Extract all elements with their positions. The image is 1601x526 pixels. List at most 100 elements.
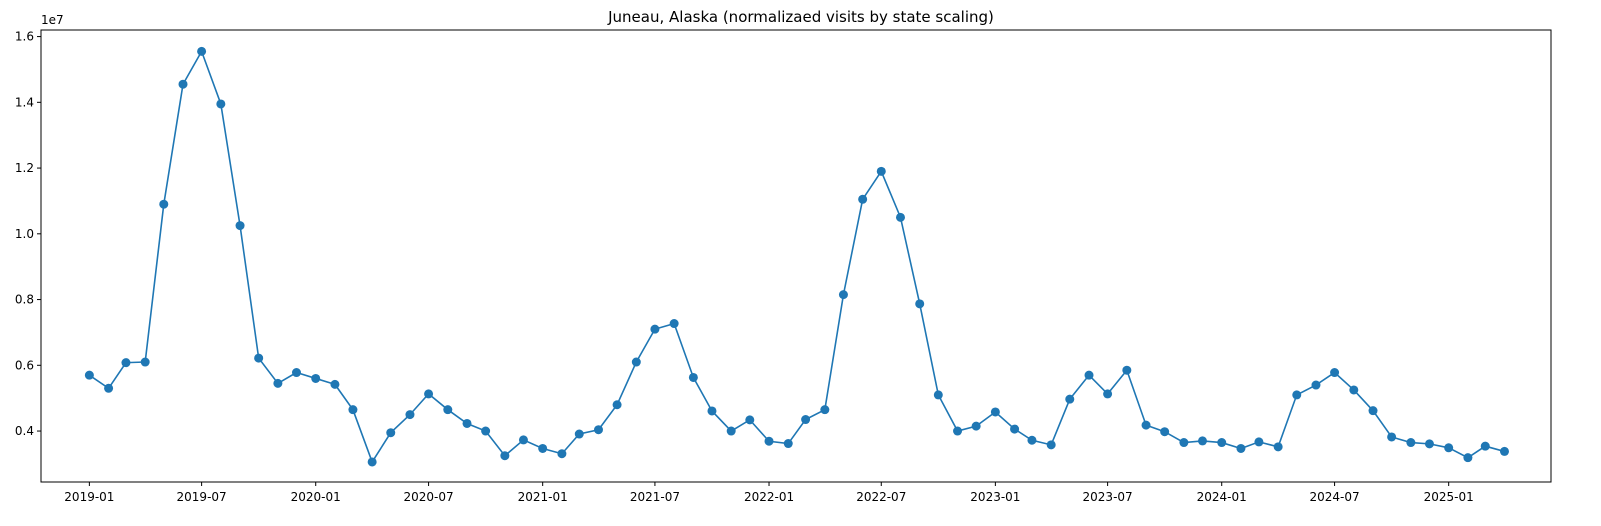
data-point bbox=[1160, 427, 1170, 437]
data-point bbox=[1027, 435, 1037, 445]
series-line bbox=[88, 49, 1505, 464]
data-point bbox=[330, 379, 340, 389]
x-tick-label: 2021-07 bbox=[630, 490, 680, 504]
data-point bbox=[1480, 441, 1490, 451]
data-point bbox=[254, 353, 264, 363]
data-point bbox=[669, 319, 679, 329]
data-point bbox=[178, 79, 188, 89]
data-point bbox=[273, 378, 283, 388]
data-point bbox=[1217, 438, 1227, 448]
data-point bbox=[538, 443, 548, 453]
x-axis: 2019-01 2019-07 2020-01 2020-07 2021-01 2021-… bbox=[64, 482, 1474, 504]
data-point bbox=[1311, 380, 1321, 390]
data-point bbox=[895, 212, 905, 222]
data-point bbox=[971, 421, 981, 431]
x-tick-label: 2025-01 bbox=[1424, 490, 1474, 504]
x-tick-label: 2022-07 bbox=[856, 490, 906, 504]
x-tick-label: 2023-07 bbox=[1083, 490, 1133, 504]
data-point bbox=[518, 435, 528, 445]
plot-frame bbox=[40, 29, 1552, 483]
data-point bbox=[140, 357, 150, 367]
data-point bbox=[783, 439, 793, 449]
data-point bbox=[858, 194, 868, 204]
x-tick-label: 2023-01 bbox=[970, 490, 1020, 504]
data-point bbox=[631, 357, 641, 367]
data-point bbox=[1273, 442, 1283, 452]
data-point bbox=[1424, 439, 1434, 449]
x-tick-label: 2020-01 bbox=[291, 490, 341, 504]
data-point bbox=[838, 290, 848, 300]
data-point bbox=[1141, 420, 1151, 430]
series-layer bbox=[84, 46, 1509, 467]
data-point bbox=[1292, 390, 1302, 400]
data-point bbox=[291, 368, 301, 378]
data-point bbox=[1444, 443, 1454, 453]
data-point bbox=[462, 418, 472, 428]
data-point bbox=[990, 407, 1000, 417]
data-point bbox=[84, 370, 94, 380]
chart-title: Juneau, Alaska (normalizaed visits by st… bbox=[607, 8, 994, 26]
y-tick-label: 1.0 bbox=[15, 227, 34, 241]
data-point bbox=[1406, 438, 1416, 448]
data-point bbox=[235, 221, 245, 231]
data-point bbox=[1197, 436, 1207, 446]
data-point bbox=[953, 426, 963, 436]
data-point bbox=[688, 372, 698, 382]
x-tick-label: 2020-07 bbox=[404, 490, 454, 504]
x-tick-label: 2024-01 bbox=[1197, 490, 1247, 504]
data-point bbox=[1084, 370, 1094, 380]
x-tick-label: 2022-01 bbox=[744, 490, 794, 504]
data-point bbox=[1046, 440, 1056, 450]
data-point bbox=[574, 429, 584, 439]
data-point bbox=[726, 426, 736, 436]
data-point bbox=[197, 46, 207, 56]
data-point bbox=[424, 389, 434, 399]
data-point bbox=[1254, 437, 1264, 447]
data-point bbox=[1330, 368, 1340, 378]
data-point bbox=[1349, 385, 1359, 395]
y-offset-label: 1e7 bbox=[41, 13, 64, 27]
data-point bbox=[1387, 432, 1397, 442]
data-point bbox=[405, 410, 415, 420]
data-point bbox=[915, 299, 925, 309]
data-point bbox=[1368, 406, 1378, 416]
data-point bbox=[764, 436, 774, 446]
x-tick-label: 2019-01 bbox=[64, 490, 114, 504]
data-point bbox=[745, 415, 755, 425]
data-point bbox=[386, 428, 396, 438]
data-point bbox=[1065, 394, 1075, 404]
data-point bbox=[367, 457, 377, 467]
y-tick-label: 1.2 bbox=[15, 161, 34, 175]
data-point bbox=[876, 166, 886, 176]
y-tick-label: 0.4 bbox=[15, 424, 34, 438]
data-point bbox=[216, 99, 226, 109]
y-axis: 0.4 0.6 0.8 1.0 1.2 1.4 1.6 bbox=[15, 30, 41, 438]
x-tick-label: 2021-01 bbox=[518, 490, 568, 504]
data-point bbox=[311, 373, 321, 383]
y-tick-label: 0.8 bbox=[15, 293, 34, 307]
x-tick-label: 2024-07 bbox=[1310, 490, 1360, 504]
y-tick-label: 1.4 bbox=[15, 95, 34, 109]
data-point bbox=[1236, 443, 1246, 453]
data-point bbox=[820, 405, 830, 415]
data-point bbox=[104, 383, 114, 393]
data-point bbox=[557, 449, 567, 459]
data-point bbox=[1103, 389, 1113, 399]
y-tick-label: 1.6 bbox=[15, 30, 34, 44]
data-point bbox=[707, 406, 717, 416]
data-point bbox=[159, 199, 169, 209]
data-point bbox=[481, 426, 491, 436]
data-point bbox=[1179, 438, 1189, 448]
data-point bbox=[801, 415, 811, 425]
data-point bbox=[593, 425, 603, 435]
data-point bbox=[348, 405, 358, 415]
data-point bbox=[443, 405, 453, 415]
data-point bbox=[1499, 446, 1509, 456]
data-point bbox=[612, 400, 622, 410]
x-tick-label: 2019-07 bbox=[177, 490, 227, 504]
data-point bbox=[121, 358, 131, 368]
data-point bbox=[933, 390, 943, 400]
data-point bbox=[500, 451, 510, 461]
data-point bbox=[650, 324, 660, 334]
